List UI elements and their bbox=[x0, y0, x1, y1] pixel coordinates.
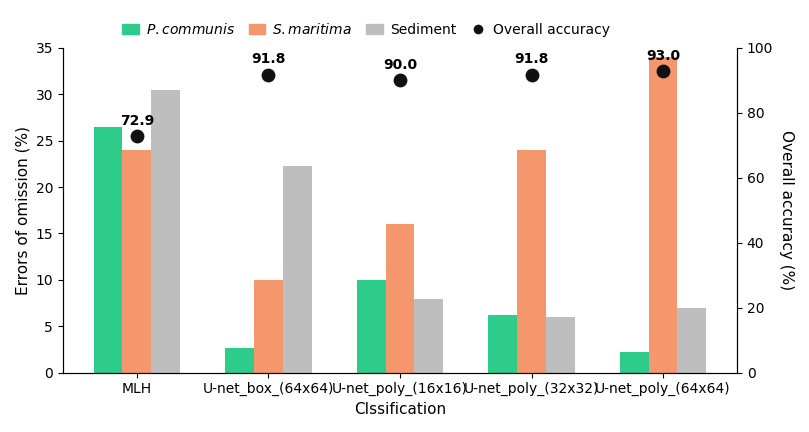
Bar bbox=[546, 317, 575, 372]
Overall accuracy bbox=[657, 67, 670, 74]
Text: 91.8: 91.8 bbox=[515, 52, 549, 67]
X-axis label: CIssification: CIssification bbox=[354, 402, 446, 417]
Bar bbox=[254, 280, 283, 372]
Bar bbox=[225, 349, 254, 372]
Overall accuracy bbox=[393, 77, 406, 84]
Bar bbox=[386, 224, 414, 372]
Text: 91.8: 91.8 bbox=[252, 52, 286, 67]
Bar bbox=[122, 150, 151, 372]
Text: 72.9: 72.9 bbox=[120, 114, 154, 128]
Bar bbox=[620, 352, 649, 372]
Y-axis label: Errors of omission (%): Errors of omission (%) bbox=[15, 126, 30, 295]
Bar bbox=[151, 90, 180, 372]
Bar bbox=[488, 315, 517, 372]
Overall accuracy bbox=[525, 71, 538, 78]
Bar bbox=[677, 308, 706, 372]
Overall accuracy bbox=[130, 133, 143, 140]
Bar bbox=[357, 280, 386, 372]
Bar bbox=[283, 166, 311, 372]
Y-axis label: Overall accuracy (%): Overall accuracy (%) bbox=[779, 130, 794, 290]
Overall accuracy bbox=[262, 71, 275, 78]
Bar bbox=[649, 57, 677, 372]
Text: 93.0: 93.0 bbox=[646, 48, 680, 63]
Bar bbox=[517, 150, 546, 372]
Text: 90.0: 90.0 bbox=[383, 58, 417, 72]
Bar bbox=[94, 127, 122, 372]
Bar bbox=[414, 299, 443, 372]
Legend: $P. communis$, $S. maritima$, Sediment, Overall accuracy: $P. communis$, $S. maritima$, Sediment, … bbox=[116, 16, 616, 42]
